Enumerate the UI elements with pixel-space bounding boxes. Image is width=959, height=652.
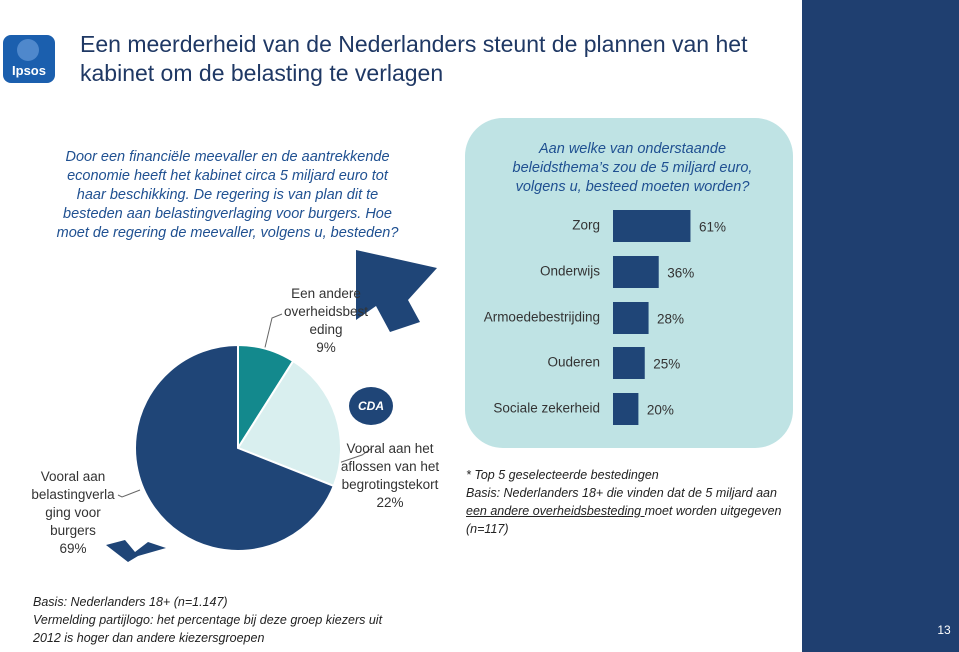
sidebar <box>802 0 959 652</box>
pie-slice <box>236 359 342 488</box>
logo-figure <box>17 39 39 61</box>
pie-label: Vooral aan belastingverlaging voor burge… <box>28 468 118 558</box>
bar <box>613 256 659 288</box>
bar <box>613 210 691 242</box>
pie-label: Vooral aan het aflossen van het begrotin… <box>340 440 440 512</box>
bar-value-label: 28% <box>657 312 684 327</box>
note-underlined: een andere overheidsbesteding <box>466 504 645 518</box>
logo-text: Ipsos <box>12 63 46 78</box>
bar-value-label: 25% <box>653 357 680 372</box>
footer: Basis: Nederlanders 18+ (n=1.147) Vermel… <box>33 593 413 647</box>
pie-label-value: 22% <box>376 495 404 510</box>
bar-category: Ouderen <box>547 355 600 370</box>
bar <box>613 393 639 425</box>
slide-title: Een meerderheid van de Nederlanders steu… <box>80 31 748 86</box>
pie-label-category: Een andere overheidsbesteding <box>283 286 369 337</box>
arrow-icon <box>356 250 437 332</box>
party-logo-text: CDA <box>358 399 384 413</box>
bar-value-label: 61% <box>699 220 726 235</box>
bar-value-label: 20% <box>647 403 674 418</box>
bar-question: Aan welke van onderstaande beleidsthema’… <box>512 141 753 195</box>
bar-category: Zorg <box>572 218 600 233</box>
footer-basis: Basis: Nederlanders 18+ (n=1.147) <box>33 595 228 609</box>
pie-label-category: Vooral aan het aflossen van het begrotin… <box>340 441 440 492</box>
pie-label: Een andere overheidsbesteding 9% <box>283 285 369 357</box>
bar <box>613 347 645 379</box>
pie-slice <box>134 343 336 552</box>
pie-label-category: Vooral aan belastingverlaging voor burge… <box>31 469 115 538</box>
note-text: moet worden uitgegeven (n=117) <box>466 504 782 536</box>
party-logo-shape <box>349 387 393 425</box>
note-text: Basis: Nederlanders 18+ die vinden dat d… <box>466 486 777 500</box>
bar <box>613 302 649 334</box>
pie-question: Door een financiële meevaller en de aant… <box>56 149 399 241</box>
pie-label-value: 69% <box>59 541 87 556</box>
bar-notes: * Top 5 geselecteerde bestedingen Basis:… <box>466 466 786 538</box>
note-line: Basis: Nederlanders 18+ die vinden dat d… <box>466 484 786 538</box>
bar-category: Sociale zekerheid <box>493 401 600 416</box>
leader-line <box>261 313 283 361</box>
bar-value-label: 36% <box>667 266 694 281</box>
bar-category: Armoedebestrijding <box>484 310 600 325</box>
footer-note: Vermelding partijlogo: het percentage bi… <box>33 613 383 645</box>
leader-line <box>117 489 141 498</box>
bar-category: Onderwijs <box>540 264 600 279</box>
pie-label-value: 9% <box>316 340 336 355</box>
page-number: 13 <box>937 623 951 637</box>
note-line: * Top 5 geselecteerde bestedingen <box>466 468 659 482</box>
bird-icon <box>106 540 166 562</box>
